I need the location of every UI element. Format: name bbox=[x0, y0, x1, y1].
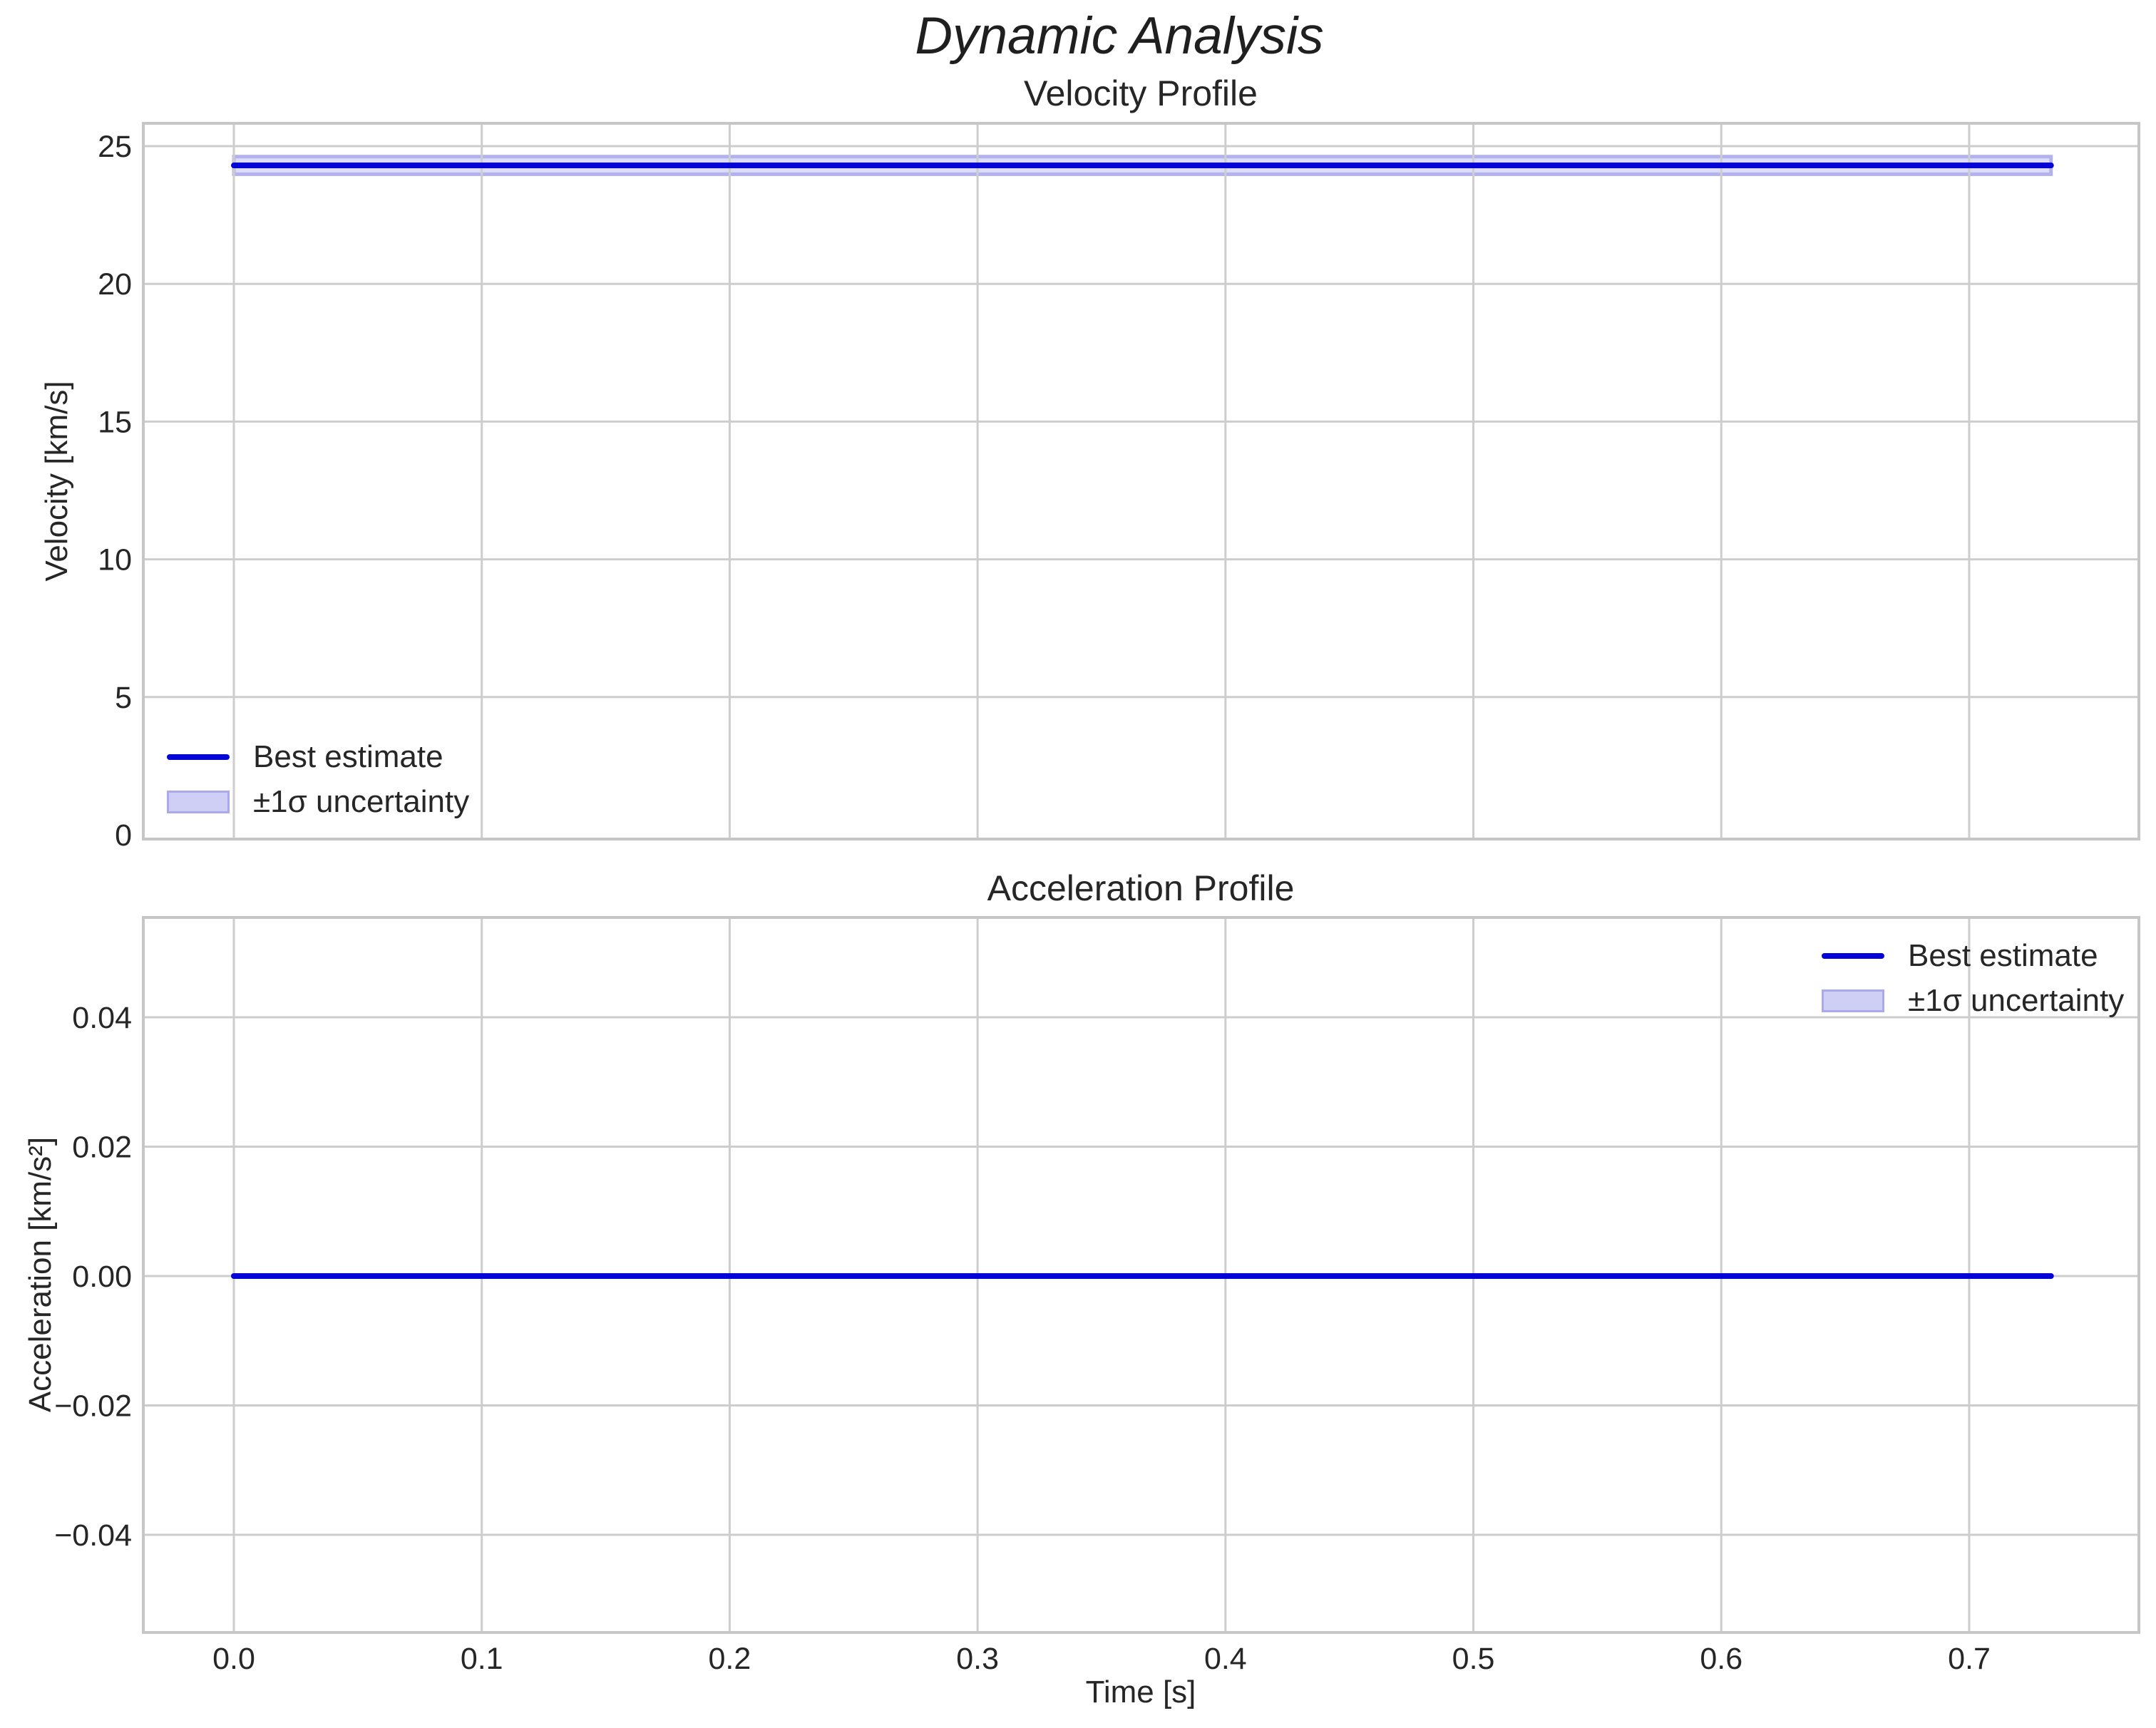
figure-title: Dynamic Analysis bbox=[915, 7, 1324, 65]
y-tick-label: 20 bbox=[98, 267, 132, 302]
y-tick-label: −0.02 bbox=[54, 1389, 132, 1424]
band-swatch bbox=[1822, 989, 1884, 1012]
x-tick-label: 0.4 bbox=[1204, 1642, 1247, 1676]
velocity-plot-title: Velocity Profile bbox=[1024, 73, 1258, 113]
x-tick-label: 0.7 bbox=[1948, 1642, 1991, 1676]
x-tick-label: 0.2 bbox=[709, 1642, 751, 1676]
legend-entry-best-estimate: Best estimate bbox=[167, 734, 469, 779]
legend-label: Best estimate bbox=[1908, 937, 2098, 973]
y-tick-label: 25 bbox=[98, 130, 132, 164]
line-swatch bbox=[1822, 952, 1884, 959]
y-tick-label: 0.04 bbox=[72, 1001, 132, 1035]
y-tick-label: 15 bbox=[98, 405, 132, 439]
y-tick-label: 0 bbox=[115, 818, 132, 853]
legend-label: Best estimate bbox=[253, 739, 443, 774]
acceleration-legend: Best estimate ±1σ uncertainty bbox=[1822, 933, 2124, 1023]
axes-spines bbox=[142, 122, 2140, 840]
time-x-axis-label: Time [s] bbox=[1085, 1675, 1196, 1709]
x-tick-label: 0.6 bbox=[1700, 1642, 1742, 1676]
y-tick-label: 10 bbox=[98, 543, 132, 577]
legend-label: ±1σ uncertainty bbox=[1908, 982, 2125, 1018]
x-tick-label: 0.3 bbox=[956, 1642, 999, 1676]
x-tick-label: 0.0 bbox=[212, 1642, 255, 1676]
x-tick-label: 0.1 bbox=[461, 1642, 503, 1676]
line-swatch bbox=[167, 754, 230, 760]
band-swatch bbox=[167, 790, 230, 813]
velocity-legend: Best estimate ±1σ uncertainty bbox=[167, 734, 469, 824]
y-tick-label: 5 bbox=[115, 681, 132, 715]
legend-entry-uncertainty: ±1σ uncertainty bbox=[167, 779, 469, 824]
legend-label: ±1σ uncertainty bbox=[253, 783, 470, 819]
y-tick-label: 0.00 bbox=[72, 1260, 132, 1294]
legend-entry-uncertainty: ±1σ uncertainty bbox=[1822, 978, 2124, 1023]
legend-entry-best-estimate: Best estimate bbox=[1822, 933, 2124, 978]
axes-spines bbox=[142, 916, 2140, 1634]
x-tick-label: 0.5 bbox=[1452, 1642, 1495, 1676]
y-tick-label: 0.02 bbox=[72, 1131, 132, 1165]
acceleration-plot-title: Acceleration Profile bbox=[987, 868, 1295, 908]
y-tick-label: −0.04 bbox=[54, 1518, 132, 1553]
